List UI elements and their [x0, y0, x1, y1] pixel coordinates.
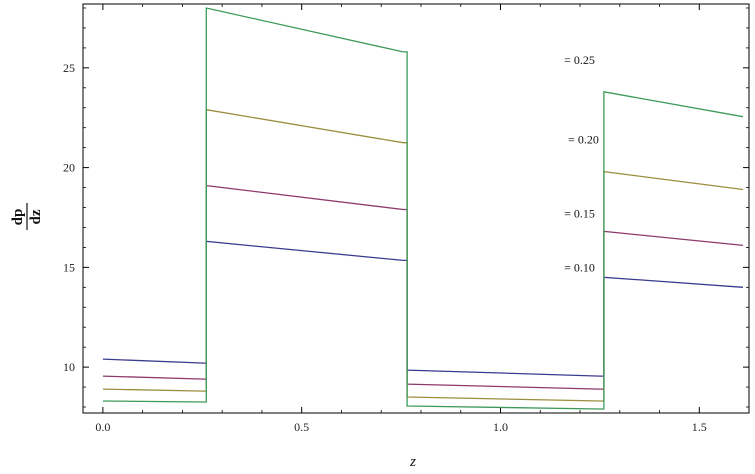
x-tick-label: 0.5	[294, 420, 309, 434]
series-annotation-1: = 0.10	[564, 260, 595, 274]
series-annotation-3: = 0.20	[568, 133, 599, 147]
series-annotation-4: = 0.25	[564, 53, 595, 67]
series-line-1	[102, 240, 744, 377]
series-line-2	[102, 184, 744, 390]
y-tick-label: 10	[63, 360, 75, 374]
series-annotation-2: = 0.15	[564, 206, 595, 220]
x-tick-label: 1.5	[692, 420, 707, 434]
x-axis-label: z	[409, 454, 416, 470]
y-tick-label: 20	[63, 161, 75, 175]
y-axis-ticks: 10 15 20 25	[63, 7, 749, 408]
x-tick-label: 0.0	[95, 420, 110, 434]
y-axis-label-denominator: dz	[28, 209, 44, 224]
x-axis-ticks: 0.0 0.5 1.0 1.5	[95, 4, 707, 434]
y-tick-label: 25	[63, 61, 75, 75]
series-line-3	[102, 108, 744, 402]
series-line-4	[102, 7, 744, 410]
plot-frame	[82, 3, 750, 414]
y-axis-label-numerator: dp	[10, 209, 26, 226]
x-tick-label: 1.0	[493, 420, 508, 434]
series-layer	[102, 7, 744, 410]
annotation-layer: = 0.10 = 0.15 = 0.20 = 0.25	[564, 53, 599, 274]
y-tick-label: 15	[63, 260, 75, 274]
y-axis-label: dp dz	[10, 203, 44, 230]
